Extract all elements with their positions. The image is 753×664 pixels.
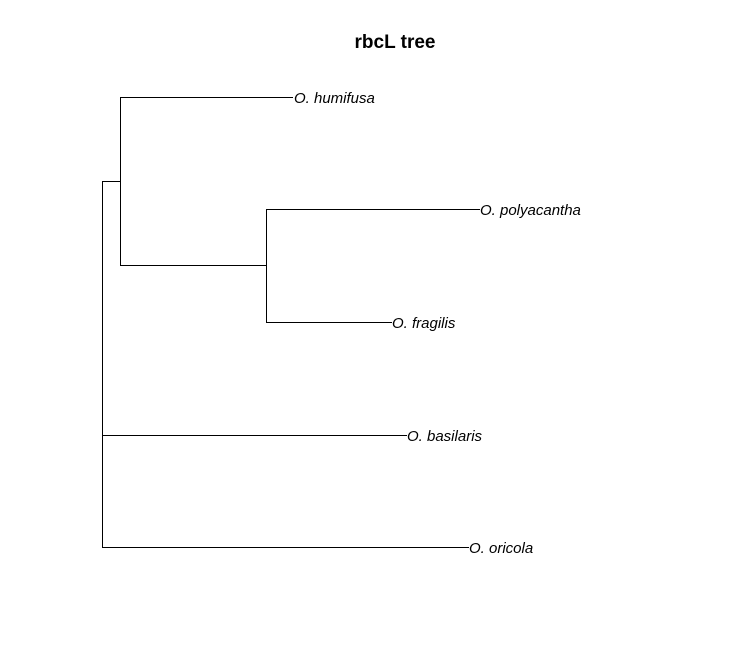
tip-label-oricola: O. oricola <box>469 540 533 557</box>
tip-label-fragilis: O. fragilis <box>392 315 456 332</box>
tip-label-polyacantha: O. polyacantha <box>480 202 581 219</box>
tip-labels: O. humifusa O. polyacantha O. fragilis O… <box>294 90 581 557</box>
tree-branches <box>102 97 480 548</box>
tip-label-basilaris: O. basilaris <box>407 428 483 445</box>
tip-label-humifusa: O. humifusa <box>294 90 375 107</box>
tree-title: rbcL tree <box>355 32 436 53</box>
